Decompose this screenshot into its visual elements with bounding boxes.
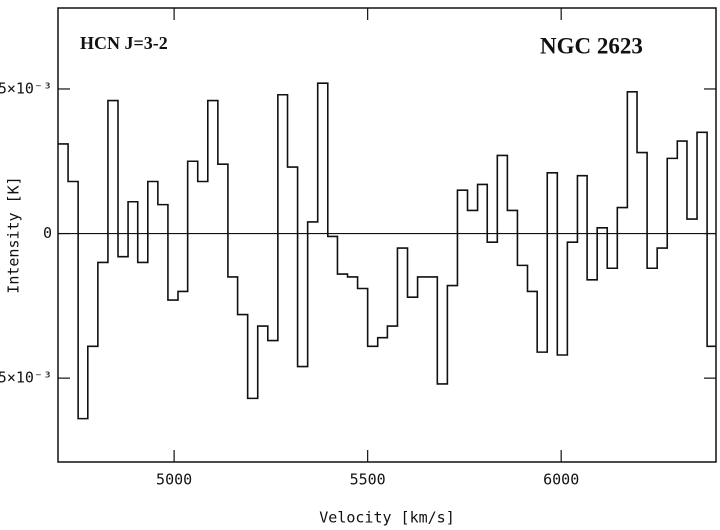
y-axis-label: Intensity [K]	[5, 176, 23, 293]
y-tick-label: 5×10⁻³	[0, 79, 52, 97]
x-tick-label: 5000	[156, 471, 192, 489]
plot-frame	[57, 7, 717, 463]
y-tick-label: −5×10⁻³	[0, 369, 52, 387]
x-tick-label: 6000	[543, 471, 579, 489]
x-axis-label: Velocity [km/s]	[319, 509, 454, 527]
spectrum-line	[58, 82, 716, 420]
annotation: HCN J=3-2	[80, 33, 168, 53]
y-tick-label: 0	[43, 224, 52, 242]
annotation: NGC 2623	[540, 33, 643, 58]
x-tick-label: 5500	[350, 471, 386, 489]
